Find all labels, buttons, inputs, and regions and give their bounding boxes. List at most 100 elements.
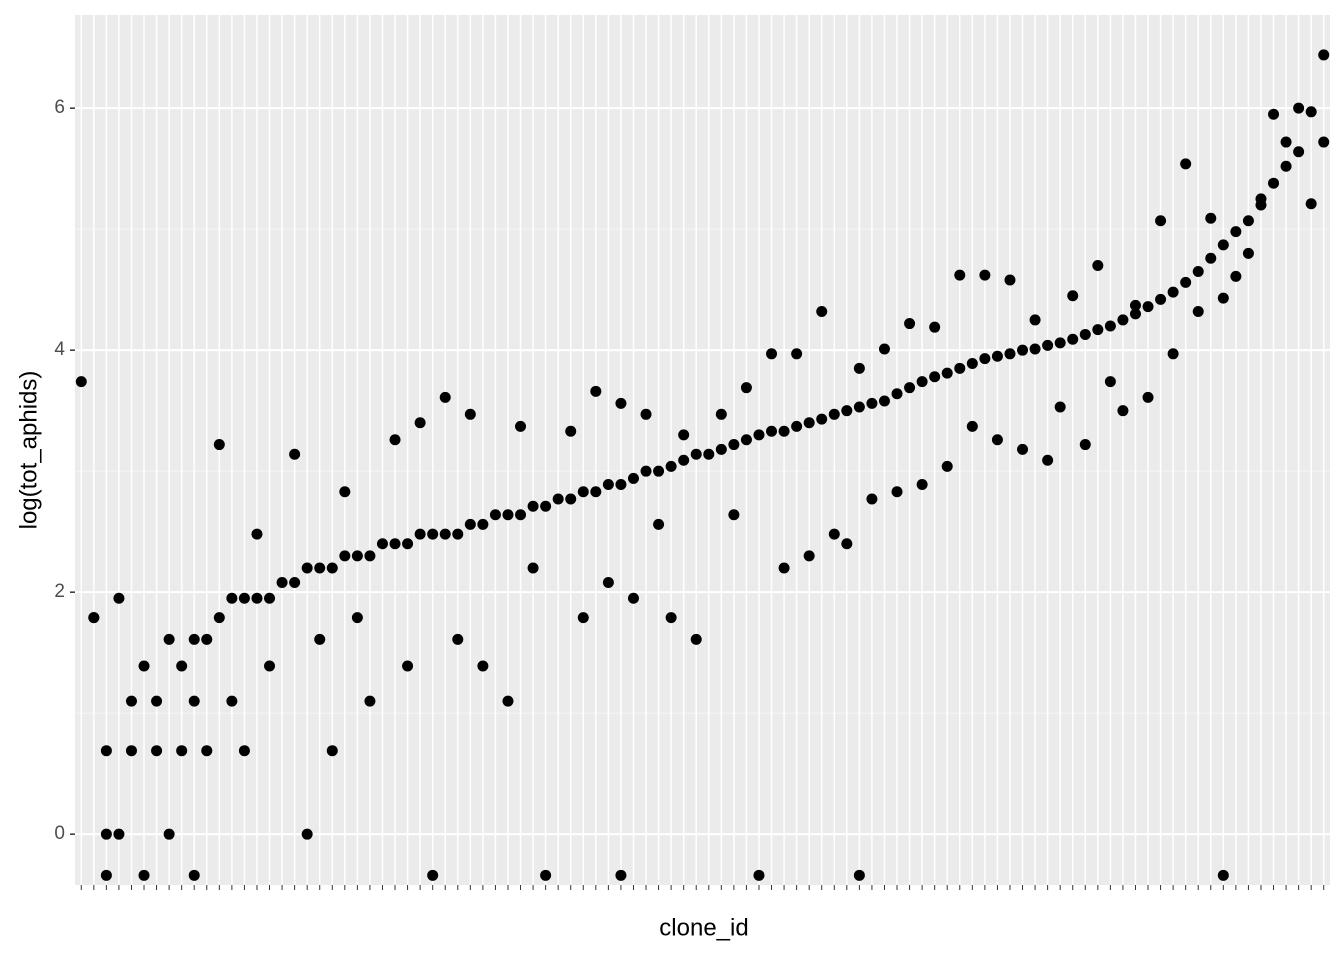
point [88, 612, 100, 624]
point [1242, 247, 1254, 259]
point [627, 592, 639, 604]
point [351, 612, 363, 624]
point [665, 460, 677, 472]
point [351, 550, 363, 562]
point [640, 465, 652, 477]
point [464, 518, 476, 530]
point [527, 500, 539, 512]
y-tick-label: 0 [54, 823, 65, 844]
point [151, 695, 163, 707]
point [439, 528, 451, 540]
point [339, 550, 351, 562]
point [1104, 320, 1116, 332]
point [590, 486, 602, 498]
point [376, 538, 388, 550]
point [1318, 49, 1330, 61]
point [1079, 328, 1091, 340]
point [891, 486, 903, 498]
point [1017, 344, 1029, 356]
point [251, 528, 263, 540]
point [577, 486, 589, 498]
point [904, 382, 916, 394]
point [163, 633, 175, 645]
point [941, 367, 953, 379]
point [276, 576, 288, 588]
point [1268, 177, 1280, 189]
point [125, 695, 137, 707]
point [527, 562, 539, 574]
point [1142, 301, 1154, 313]
point [816, 413, 828, 425]
point [1167, 348, 1179, 360]
point [188, 869, 200, 881]
point [1029, 343, 1041, 355]
point [364, 550, 376, 562]
point [791, 348, 803, 360]
point [1205, 252, 1217, 264]
point [238, 592, 250, 604]
point [577, 612, 589, 624]
point [414, 528, 426, 540]
point [891, 388, 903, 400]
point [502, 695, 514, 707]
point [339, 486, 351, 498]
point [138, 660, 150, 672]
point [590, 385, 602, 397]
point [615, 397, 627, 409]
point [929, 371, 941, 383]
point [100, 869, 112, 881]
point [213, 439, 225, 451]
point [627, 472, 639, 484]
point [163, 828, 175, 840]
point [1293, 102, 1305, 114]
point [728, 439, 740, 451]
point [916, 478, 928, 490]
point [1318, 136, 1330, 148]
point [1242, 215, 1254, 227]
point [866, 493, 878, 505]
point [1230, 270, 1242, 282]
point [364, 695, 376, 707]
point [753, 429, 765, 441]
point [916, 376, 928, 388]
point [690, 633, 702, 645]
point [1192, 305, 1204, 317]
point [188, 695, 200, 707]
point [502, 509, 514, 521]
point [113, 592, 125, 604]
point [1268, 108, 1280, 120]
point [452, 528, 464, 540]
point [803, 417, 815, 429]
point [138, 869, 150, 881]
point [1305, 198, 1317, 210]
point [1129, 308, 1141, 320]
point [1293, 146, 1305, 158]
points [75, 49, 1330, 881]
point [791, 420, 803, 432]
point [615, 869, 627, 881]
point [678, 429, 690, 441]
point [878, 395, 890, 407]
point [678, 454, 690, 466]
point [979, 353, 991, 365]
point [552, 493, 564, 505]
point [1167, 286, 1179, 298]
point [602, 478, 614, 490]
point [314, 633, 326, 645]
point [1280, 160, 1292, 172]
point [452, 633, 464, 645]
point [1117, 314, 1129, 326]
y-axis-title: log(tot_aphids) [15, 371, 42, 530]
panel [75, 15, 1330, 885]
x-axis-title: clone_id [659, 914, 748, 941]
point [1305, 106, 1317, 118]
point [389, 434, 401, 446]
point [778, 425, 790, 437]
point [828, 528, 840, 540]
point [690, 448, 702, 460]
point [238, 745, 250, 757]
point [653, 465, 665, 477]
point [853, 401, 865, 413]
point [753, 869, 765, 881]
